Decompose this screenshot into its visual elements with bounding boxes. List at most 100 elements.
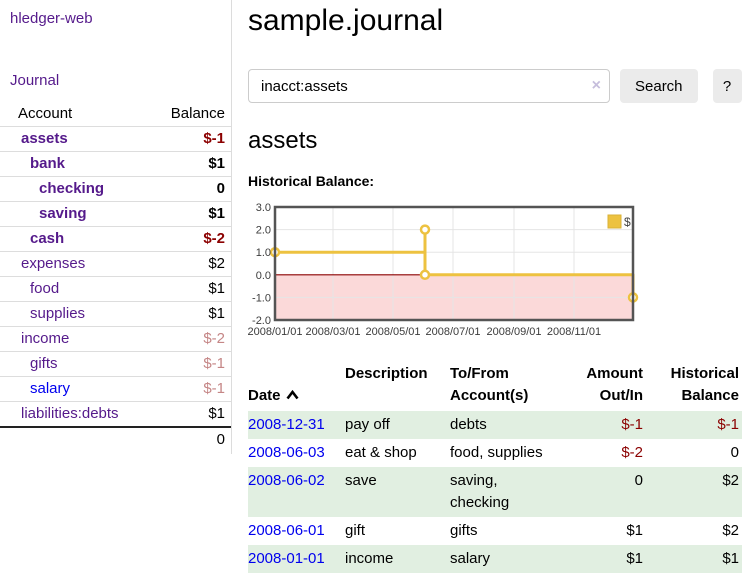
account-link-income[interactable]: income [21,330,70,347]
transaction-date-link[interactable]: 2008-12-31 [248,416,325,433]
register-row: 2008-06-02 save saving, checking 0 $2 [248,467,742,517]
svg-text:2008/11/01: 2008/11/01 [547,326,601,338]
register-row: 2008-01-01 income salary $1 $1 [248,545,742,573]
transaction-balance: $2 [722,522,739,539]
transaction-date-link[interactable]: 2008-06-02 [248,472,325,489]
register-row: 2008-06-03 eat & shop food, supplies $-2… [248,439,742,467]
transaction-accounts: gifts [450,522,478,539]
account-heading: assets [248,127,318,154]
sidebar-item-journal[interactable]: Journal [10,72,60,89]
account-link-cash[interactable]: cash [30,230,65,247]
account-link-bank[interactable]: bank [30,155,66,172]
account-balance: $2 [208,255,225,272]
account-balance: 0 [216,180,225,197]
search-form: × Search ? [248,69,742,103]
register-header-accounts: To/From Account(s) [450,365,529,404]
svg-text:-1.0: -1.0 [252,292,271,304]
transaction-accounts: salary [450,550,491,567]
register-row: 2008-12-31 pay off debts $-1 $-1 [248,411,742,439]
sort-ascending-icon [285,389,299,400]
search-input[interactable] [248,69,610,103]
account-balance: $-1 [203,355,225,372]
account-link-supplies[interactable]: supplies [30,305,86,322]
account-link-salary[interactable]: salary [30,380,71,397]
account-row-checking: checking 0 [0,176,231,202]
account-link-checking[interactable]: checking [39,180,105,197]
account-row-bank: bank $1 [0,151,231,177]
transaction-accounts: debts [450,416,487,433]
account-row-expenses: expenses $2 [0,251,231,277]
svg-text:2008/01/01: 2008/01/01 [247,326,302,338]
chart-legend: $ [607,214,631,229]
accounts-table-header: Account Balance [0,102,231,127]
transaction-amount: 0 [634,472,643,489]
svg-text:2008/05/01: 2008/05/01 [365,326,420,338]
help-button[interactable]: ? [712,69,742,103]
account-link-expenses[interactable]: expenses [21,255,86,272]
account-link-food[interactable]: food [30,280,60,297]
transaction-amount: $-2 [621,444,643,461]
accounts-total-balance: 0 [216,431,225,448]
chart-x-axis-labels: 2008/01/01 2008/03/01 2008/05/01 2008/07… [247,326,601,338]
transaction-description: gift [345,522,366,539]
register-table: Date Description To/From Account(s) Amou… [248,363,742,573]
app-brand-link[interactable]: hledger-web [10,10,93,27]
clear-search-icon[interactable]: × [591,77,601,94]
svg-text:2008/03/01: 2008/03/01 [305,326,360,338]
chart-border [273,205,635,322]
register-header-amount: Amount Out/In [586,365,643,404]
account-row-supplies: supplies $1 [0,301,231,327]
transaction-date-link[interactable]: 2008-06-03 [248,444,325,461]
svg-text:2008/07/01: 2008/07/01 [425,326,480,338]
page-title: sample.journal [248,4,444,37]
transaction-balance: $-1 [717,416,739,433]
account-row-salary: salary $-1 [0,376,231,402]
account-balance: $-2 [203,230,225,247]
account-link-assets[interactable]: assets [21,130,68,147]
svg-text:2.0: 2.0 [256,225,271,237]
svg-text:2008/09/01: 2008/09/01 [486,326,541,338]
account-balance: $-1 [203,130,225,147]
historical-balance-chart: $ 3.0 2.0 1.0 0.0 -1.0 -2.0 2008/01/01 2… [247,202,639,338]
chart-y-axis-labels: 3.0 2.0 1.0 0.0 -1.0 -2.0 [252,202,271,327]
account-balance: $1 [208,305,225,322]
sidebar: hledger-web Journal Account Balance asse… [0,0,232,454]
search-button[interactable]: Search [620,69,698,103]
register-header-row: Date Description To/From Account(s) Amou… [248,363,742,411]
account-balance: $1 [208,205,225,222]
legend-swatch [607,214,622,229]
chart-title: Historical Balance: [248,173,375,189]
accounts-total-row: 0 [0,427,231,452]
account-row-gifts: gifts $-1 [0,351,231,377]
account-balance: $1 [208,280,225,297]
account-row-cash: cash $-2 [0,226,231,252]
main-content: sample.journal × Search ? assets Histori… [232,0,742,573]
transaction-description: save [345,472,377,489]
register-header-description: Description [345,365,428,382]
register-header-date[interactable]: Date [248,363,345,411]
svg-text:3.0: 3.0 [256,202,271,214]
legend-label: $ [624,215,631,229]
account-row-liabilities-debts: liabilities:debts $1 [0,401,231,428]
transaction-description: eat & shop [345,444,417,461]
account-link-liabilities-debts[interactable]: liabilities:debts [21,405,119,422]
account-row-saving: saving $1 [0,201,231,227]
account-link-saving[interactable]: saving [39,205,87,222]
transaction-accounts: saving, checking [450,472,510,511]
svg-text:-2.0: -2.0 [252,315,271,327]
account-row-income: income $-2 [0,326,231,352]
account-link-gifts[interactable]: gifts [30,355,58,372]
account-balance: $-2 [203,330,225,347]
transaction-date-link[interactable]: 2008-06-01 [248,522,325,539]
account-row-assets: assets $-1 [0,126,231,152]
transaction-balance: $1 [722,550,739,567]
transaction-date-link[interactable]: 2008-01-01 [248,550,325,567]
account-balance: $-1 [203,380,225,397]
transaction-amount: $-1 [621,416,643,433]
transaction-description: income [345,550,394,567]
register-row: 2008-06-01 gift gifts $1 $2 [248,517,742,545]
account-balance: $1 [208,405,225,422]
svg-text:0.0: 0.0 [256,270,271,282]
accounts-header-balance: Balance [170,105,225,122]
transaction-amount: $1 [626,550,643,567]
